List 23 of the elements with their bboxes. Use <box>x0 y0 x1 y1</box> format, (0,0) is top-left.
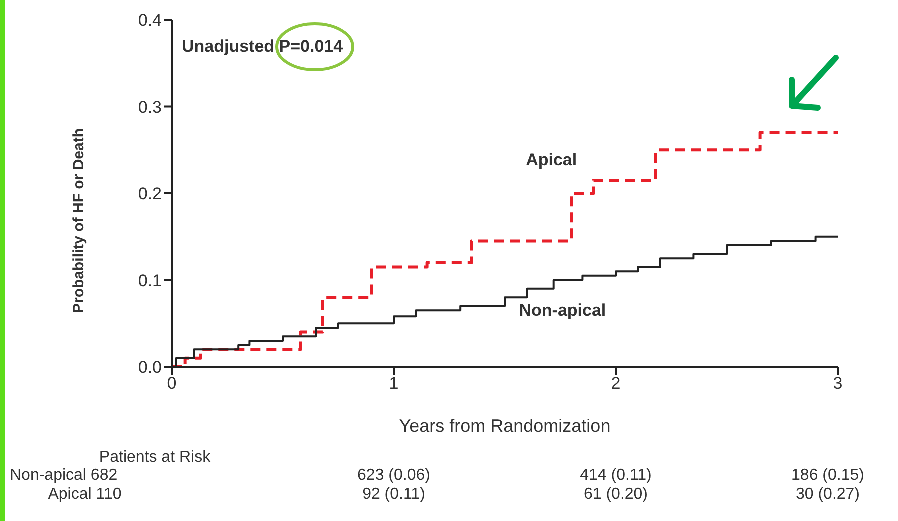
x-axis-title: Years from Randomization <box>399 416 611 436</box>
y-tick-label: 0.3 <box>138 98 162 117</box>
text: 623 (0.06) <box>356 467 432 485</box>
annotation: Unadjusted P=0.014 <box>182 37 344 57</box>
y-tick-label: 0.2 <box>138 184 162 204</box>
text: 186 (0.15) <box>790 467 866 485</box>
text: 92 (0.11) <box>362 486 426 504</box>
text: Non-apical 682 <box>10 467 119 485</box>
text: 414 (0.11) <box>579 467 653 485</box>
x-tick-label: 1 <box>389 374 399 394</box>
x-tick-label: 3 <box>833 374 843 394</box>
y-tick-label: 0.1 <box>138 271 162 290</box>
text: Patients at Risk <box>98 449 212 467</box>
series-label: Non-apical <box>519 300 606 320</box>
y-axis-title: Probability of HF or Death <box>70 128 88 314</box>
text: 61 (0.20) <box>582 486 650 504</box>
y-tick-label: 0.4 <box>138 11 162 30</box>
x-tick-label: 2 <box>611 374 621 394</box>
x-tick-label: 0 <box>167 374 177 394</box>
y-tick-label: 0.0 <box>138 358 162 378</box>
text: Apical 110 <box>47 486 123 504</box>
text: 30 (0.27) <box>794 486 862 504</box>
series-label: Apical <box>526 150 578 170</box>
